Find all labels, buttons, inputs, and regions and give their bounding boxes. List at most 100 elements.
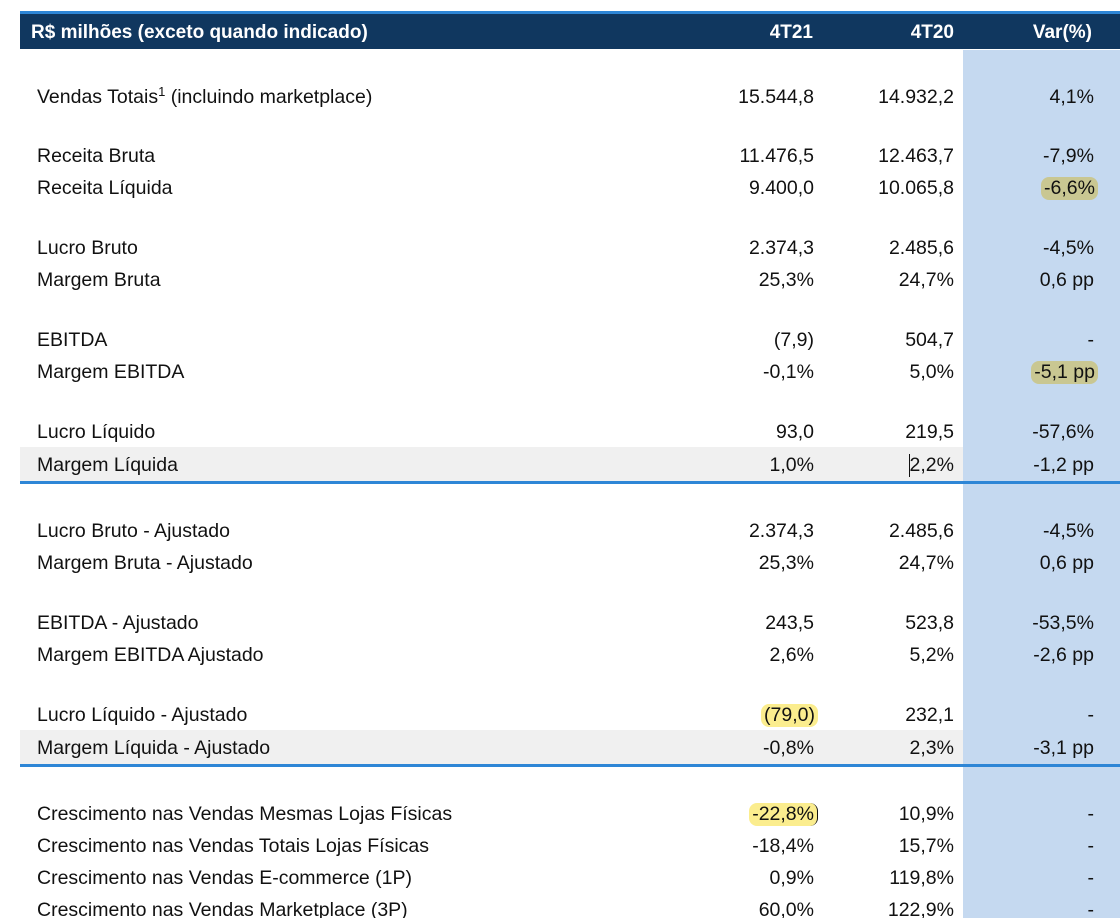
value-4t21[interactable]: 60,0% (758, 899, 814, 918)
value-4t21[interactable]: 2.374,3 (748, 237, 814, 259)
value-var[interactable]: -5,1 pp (1031, 361, 1098, 384)
value-4t21-active-cell[interactable]: -22,8% (749, 803, 818, 826)
row-label: Lucro Bruto (37, 237, 138, 259)
row-label: Margem EBITDA Ajustado (37, 644, 264, 666)
value-4t21[interactable]: 9.400,0 (748, 177, 814, 199)
table-row[interactable]: Margem EBITDA -0,1% 5,0% -5,1 pp (20, 357, 1120, 389)
value-var[interactable]: -1,2 pp (1033, 454, 1094, 476)
value-var[interactable]: -3,1 pp (1033, 737, 1094, 759)
row-label: Margem Bruta (37, 269, 161, 291)
value-4t21[interactable]: 243,5 (765, 612, 814, 634)
value-4t21[interactable]: -0,1% (763, 361, 814, 383)
value-4t20[interactable]: 12.463,7 (878, 145, 954, 167)
value-4t20-active-cell[interactable]: 2,2% (908, 454, 954, 477)
value-4t20[interactable]: 15,7% (898, 835, 954, 857)
table-row[interactable]: Margem EBITDA Ajustado 2,6% 5,2% -2,6 pp (20, 640, 1120, 672)
value-4t20[interactable]: 2.485,6 (888, 520, 954, 542)
row-label: Lucro Líquido - Ajustado (37, 704, 248, 726)
table-row[interactable]: Vendas Totais1 (incluindo marketplace) 1… (20, 82, 1120, 114)
table-row[interactable]: Margem Bruta 25,3% 24,7% 0,6 pp (20, 265, 1120, 297)
row-label: Vendas Totais1 (incluindo marketplace) (37, 84, 373, 108)
value-var[interactable]: 0,6 pp (1039, 552, 1094, 574)
value-var[interactable]: -7,9% (1043, 145, 1094, 167)
value-var[interactable]: - (1087, 899, 1095, 918)
row-label: Margem Líquida - Ajustado (37, 737, 271, 759)
section-divider (20, 764, 1120, 767)
value-var[interactable]: - (1087, 867, 1095, 889)
value-4t20[interactable]: 10,9% (898, 803, 954, 825)
value-var[interactable]: 4,1% (1049, 86, 1094, 108)
value-var[interactable]: -4,5% (1043, 237, 1094, 259)
var-cell-shade (963, 730, 1120, 764)
value-4t21[interactable]: (79,0) (761, 704, 818, 727)
value-4t20[interactable]: 14.932,2 (878, 86, 954, 108)
value-4t20[interactable]: 24,7% (898, 269, 954, 291)
row-label: Lucro Bruto - Ajustado (37, 520, 230, 542)
value-4t21[interactable]: -18,4% (752, 835, 814, 857)
table-row[interactable]: Margem Líquida - Ajustado -0,8% 2,3% -3,… (20, 730, 1120, 764)
value-4t20[interactable]: 232,1 (905, 704, 954, 726)
header-4t21[interactable]: 4T21 (769, 22, 813, 43)
table-row[interactable]: Lucro Líquido 93,0 219,5 -57,6% (20, 417, 1120, 449)
header-4t20[interactable]: 4T20 (910, 22, 954, 43)
value-4t20[interactable]: 2,3% (909, 737, 954, 759)
footnote-marker: 1 (158, 84, 166, 99)
row-label: Receita Líquida (37, 177, 173, 199)
value-4t21[interactable]: 11.476,5 (739, 145, 814, 167)
row-label: Crescimento nas Vendas Mesmas Lojas Físi… (37, 803, 453, 825)
header-var[interactable]: Var(%) (1032, 22, 1092, 43)
table-row[interactable]: Lucro Bruto - Ajustado 2.374,3 2.485,6 -… (20, 516, 1120, 548)
row-label: Margem Líquida (37, 454, 178, 476)
value-4t21[interactable]: 0,9% (769, 867, 814, 889)
row-label: EBITDA - Ajustado (37, 612, 199, 634)
table-header: R$ milhões (exceto quando indicado) 4T21… (20, 11, 1120, 49)
value-var[interactable]: - (1087, 803, 1095, 825)
value-4t21[interactable]: 2,6% (769, 644, 814, 666)
value-4t20[interactable]: 5,2% (909, 644, 954, 666)
row-label: Margem Bruta - Ajustado (37, 552, 253, 574)
table-row[interactable]: Crescimento nas Vendas Marketplace (3P) … (20, 895, 1120, 918)
table-row[interactable]: Receita Bruta 11.476,5 12.463,7 -7,9% (20, 141, 1120, 173)
value-4t20[interactable]: 504,7 (905, 329, 954, 351)
table-row[interactable]: EBITDA (7,9) 504,7 - (20, 325, 1120, 357)
table-row[interactable]: EBITDA - Ajustado 243,5 523,8 -53,5% (20, 608, 1120, 640)
value-4t20[interactable]: 122,9% (887, 899, 954, 918)
table-row[interactable]: Crescimento nas Vendas Totais Lojas Físi… (20, 831, 1120, 863)
value-4t20[interactable]: 24,7% (898, 552, 954, 574)
value-var[interactable]: - (1087, 704, 1095, 726)
value-4t21[interactable]: 25,3% (758, 552, 814, 574)
value-var[interactable]: -6,6% (1041, 177, 1098, 200)
value-var[interactable]: - (1087, 329, 1095, 351)
value-4t21[interactable]: 1,0% (769, 454, 814, 476)
row-label: Margem EBITDA (37, 361, 185, 383)
table-row[interactable]: Lucro Bruto 2.374,3 2.485,6 -4,5% (20, 233, 1120, 265)
row-label: Receita Bruta (37, 145, 156, 167)
value-var[interactable]: - (1087, 835, 1095, 857)
table-row[interactable]: Receita Líquida 9.400,0 10.065,8 -6,6% (20, 173, 1120, 205)
table-row[interactable]: Lucro Líquido - Ajustado (79,0) 232,1 - (20, 700, 1120, 732)
table-row[interactable]: Margem Bruta - Ajustado 25,3% 24,7% 0,6 … (20, 548, 1120, 580)
row-label: Lucro Líquido (37, 421, 156, 443)
value-4t20[interactable]: 523,8 (905, 612, 954, 634)
value-var[interactable]: -53,5% (1032, 612, 1094, 634)
value-4t21[interactable]: 2.374,3 (748, 520, 814, 542)
value-4t21[interactable]: 93,0 (776, 421, 814, 443)
value-4t21[interactable]: 25,3% (758, 269, 814, 291)
value-4t21[interactable]: 15.544,8 (738, 86, 814, 108)
value-var[interactable]: -4,5% (1043, 520, 1094, 542)
value-4t20[interactable]: 119,8% (889, 867, 954, 889)
row-label: Crescimento nas Vendas Marketplace (3P) (37, 899, 408, 918)
value-4t21[interactable]: -0,8% (763, 737, 814, 759)
value-4t21[interactable]: (7,9) (773, 329, 814, 351)
value-var[interactable]: -2,6 pp (1033, 644, 1094, 666)
value-4t20[interactable]: 219,5 (905, 421, 954, 443)
row-label: EBITDA (37, 329, 108, 351)
value-4t20[interactable]: 10.065,8 (878, 177, 954, 199)
table-row[interactable]: Margem Líquida 1,0% 2,2% -1,2 pp (20, 447, 1120, 481)
value-4t20[interactable]: 5,0% (909, 361, 954, 383)
value-var[interactable]: -57,6% (1032, 421, 1094, 443)
table-row[interactable]: Crescimento nas Vendas E-commerce (1P) 0… (20, 863, 1120, 895)
value-4t20[interactable]: 2.485,6 (888, 237, 954, 259)
table-row[interactable]: Crescimento nas Vendas Mesmas Lojas Físi… (20, 799, 1120, 831)
value-var[interactable]: 0,6 pp (1039, 269, 1094, 291)
